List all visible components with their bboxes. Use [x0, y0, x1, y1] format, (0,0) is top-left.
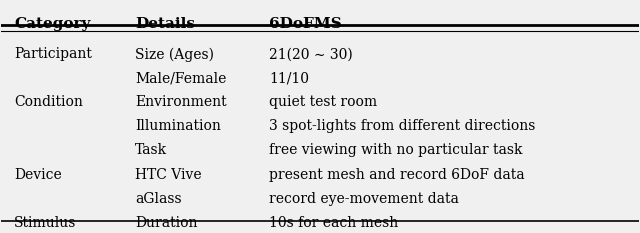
Text: Duration: Duration — [135, 216, 198, 230]
Text: Category: Category — [14, 17, 90, 31]
Text: free viewing with no particular task: free viewing with no particular task — [269, 144, 522, 158]
Text: Male/Female: Male/Female — [135, 72, 227, 86]
Text: 10s for each mesh: 10s for each mesh — [269, 216, 398, 230]
Text: Environment: Environment — [135, 96, 227, 110]
Text: Device: Device — [14, 168, 62, 182]
Text: Participant: Participant — [14, 47, 92, 62]
Text: 6DoFMS: 6DoFMS — [269, 17, 342, 31]
Text: Task: Task — [135, 144, 167, 158]
Text: 11/10: 11/10 — [269, 72, 309, 86]
Text: 21(20 ∼ 30): 21(20 ∼ 30) — [269, 47, 353, 62]
Text: present mesh and record 6DoF data: present mesh and record 6DoF data — [269, 168, 525, 182]
Text: Condition: Condition — [14, 96, 83, 110]
Text: 3 spot-lights from different directions: 3 spot-lights from different directions — [269, 120, 536, 134]
Text: Stimulus: Stimulus — [14, 216, 77, 230]
Text: Illumination: Illumination — [135, 120, 221, 134]
Text: Size (Ages): Size (Ages) — [135, 47, 214, 62]
Text: record eye-movement data: record eye-movement data — [269, 192, 459, 206]
Text: HTC Vive: HTC Vive — [135, 168, 202, 182]
Text: aGlass: aGlass — [135, 192, 182, 206]
Text: Details: Details — [135, 17, 195, 31]
Text: quiet test room: quiet test room — [269, 96, 377, 110]
